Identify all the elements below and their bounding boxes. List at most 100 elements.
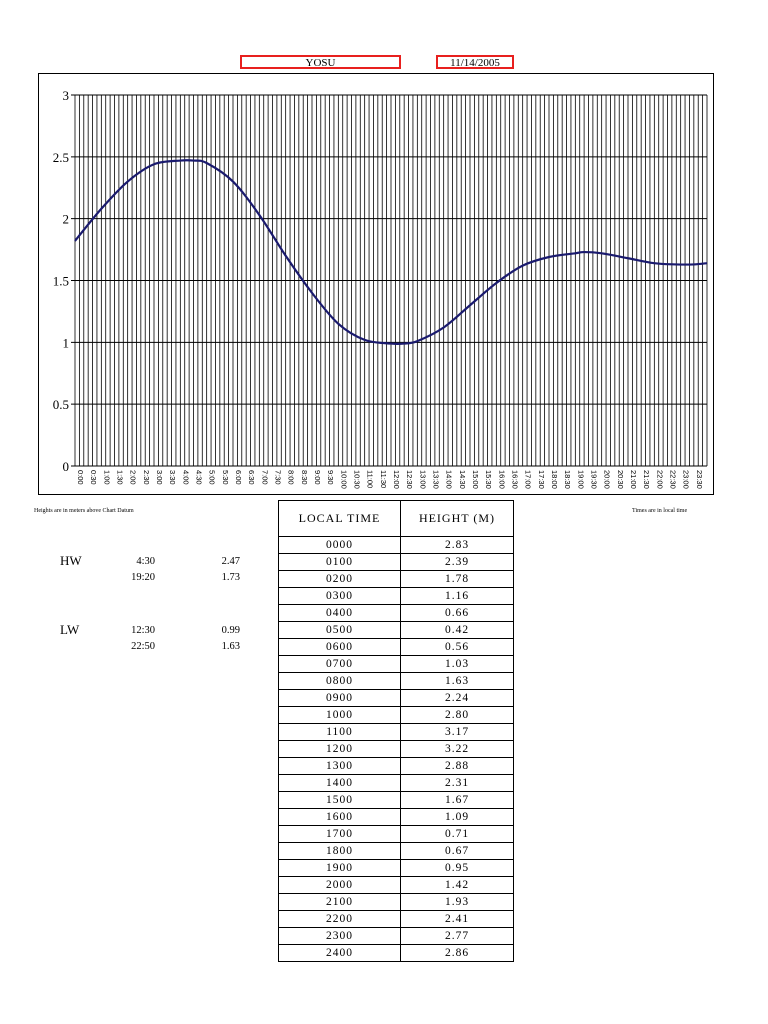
table-row: 2000 1.42 [278, 876, 514, 894]
x-tick-label: 4:00 [181, 470, 190, 485]
local-time-cell: 1900 [278, 859, 401, 877]
local-time-cell: 2300 [278, 927, 401, 945]
hw-height-2: 1.73 [221, 572, 240, 583]
x-tick-label: 11:00 [366, 470, 375, 488]
local-time-cell: 1500 [278, 791, 401, 809]
x-tick-label: 13:30 [432, 470, 441, 489]
height-cell: 3.22 [400, 740, 514, 758]
x-tick-label: 15:30 [484, 470, 493, 489]
table-header-row: LOCAL TIME HEIGHT (M) [278, 500, 514, 537]
local-time-cell: 0000 [278, 536, 401, 554]
lw-time-1: 12:30 [131, 625, 155, 636]
hw-time-2: 19:20 [131, 572, 155, 583]
table-row: 0000 2.83 [278, 536, 514, 554]
y-tick-label: 2.5 [53, 150, 69, 165]
local-time-cell: 0200 [278, 570, 401, 588]
x-tick-label: 1:30 [116, 470, 125, 485]
hourly-height-table: LOCAL TIME HEIGHT (M) 0000 2.83 0100 2.39 02… [278, 500, 514, 962]
x-tick-label: 19:30 [590, 470, 599, 489]
x-tick-label: 15:00 [471, 470, 480, 489]
y-tick-label: 1.5 [53, 274, 69, 289]
table-row: 2200 2.41 [278, 910, 514, 928]
height-cell: 1.42 [400, 876, 514, 894]
local-time-cell: 0600 [278, 638, 401, 656]
table-row: 0500 0.42 [278, 621, 514, 639]
local-time-cell: 1700 [278, 825, 401, 843]
x-tick-label: 19:00 [576, 470, 585, 489]
local-time-cell: 2100 [278, 893, 401, 911]
height-cell: 3.17 [400, 723, 514, 741]
x-tick-label: 13:00 [418, 470, 427, 489]
x-tick-label: 21:30 [642, 470, 651, 489]
local-time-cell: 1600 [278, 808, 401, 826]
table-row: 1500 1.67 [278, 791, 514, 809]
x-tick-label: 17:30 [537, 470, 546, 489]
x-tick-label: 17:00 [524, 470, 533, 489]
y-tick-label: 1 [63, 335, 70, 350]
tide-chart: 0 0.5 1 1.5 2 2.5 3 0:00 0:30 1:00 1:30 2:00 2:30 3:0… [38, 73, 714, 495]
table-row: 2100 1.93 [278, 893, 514, 911]
y-tick-label: 2 [63, 212, 70, 227]
height-cell: 2.31 [400, 774, 514, 792]
height-cell: 1.03 [400, 655, 514, 673]
height-cell: 1.67 [400, 791, 514, 809]
local-time-cell: 0400 [278, 604, 401, 622]
height-cell: 2.77 [400, 927, 514, 945]
height-cell: 0.42 [400, 621, 514, 639]
tide-height-line [74, 159, 708, 346]
lw-label: LW [60, 622, 80, 637]
x-tick-label: 7:30 [274, 470, 283, 485]
x-tick-label: 0:00 [76, 470, 85, 485]
local-time-cell: 1100 [278, 723, 401, 741]
table-row: 0900 2.24 [278, 689, 514, 707]
table-row: 1100 3.17 [278, 723, 514, 741]
local-time-cell: 0800 [278, 672, 401, 690]
local-time-cell: 0500 [278, 621, 401, 639]
x-tick-label: 18:30 [563, 470, 572, 489]
height-cell: 2.86 [400, 944, 514, 962]
table-row: 1700 0.71 [278, 825, 514, 843]
local-time-cell: 0700 [278, 655, 401, 673]
hw-time-1: 4:30 [136, 556, 155, 567]
table-row: 1000 2.80 [278, 706, 514, 724]
x-tick-label: 20:00 [603, 470, 612, 489]
x-tick-label: 9:00 [313, 470, 322, 485]
local-time-cell: 1400 [278, 774, 401, 792]
x-tick-label: 10:30 [353, 470, 362, 489]
x-tick-label: 6:00 [234, 470, 243, 485]
x-tick-label: 3:00 [155, 470, 164, 485]
height-cell: 2.80 [400, 706, 514, 724]
local-time-cell: 0100 [278, 553, 401, 571]
lw-height-1: 0.99 [221, 625, 240, 636]
table-row: 1400 2.31 [278, 774, 514, 792]
x-tick-label: 3:30 [168, 470, 177, 485]
height-cell: 1.78 [400, 570, 514, 588]
local-time-cell: 2400 [278, 944, 401, 962]
x-tick-label: 20:30 [616, 470, 625, 489]
x-tick-label: 4:30 [195, 470, 204, 485]
table-row: 0700 1.03 [278, 655, 514, 673]
x-tick-label: 5:30 [221, 470, 230, 485]
date-title: 11/14/2005 [436, 55, 514, 69]
table-row: 2400 2.86 [278, 944, 514, 962]
height-cell: 2.39 [400, 553, 514, 571]
table-row: 1900 0.95 [278, 859, 514, 877]
height-cell: 0.67 [400, 842, 514, 860]
station-title: YOSU [240, 55, 401, 69]
x-tick-label: 5:00 [208, 470, 217, 485]
x-tick-label: 22:00 [655, 470, 664, 489]
height-cell: 0.56 [400, 638, 514, 656]
x-tick-label: 8:30 [300, 470, 309, 485]
table-row: 0400 0.66 [278, 604, 514, 622]
hw-height-1: 2.47 [221, 556, 240, 567]
height-cell: 1.16 [400, 587, 514, 605]
tide-chart-svg: 0 0.5 1 1.5 2 2.5 3 0:00 0:30 1:00 1:30 2:00 2:30 3:0… [53, 88, 708, 489]
x-tick-label: 22:30 [669, 470, 678, 489]
height-cell: 1.09 [400, 808, 514, 826]
local-time-cell: 0300 [278, 587, 401, 605]
height-cell: 0.71 [400, 825, 514, 843]
time-note: Times are in local time [632, 508, 688, 514]
height-cell: 1.93 [400, 893, 514, 911]
x-tick-label: 12:00 [392, 470, 401, 489]
x-tick-label: 23:30 [695, 470, 704, 489]
